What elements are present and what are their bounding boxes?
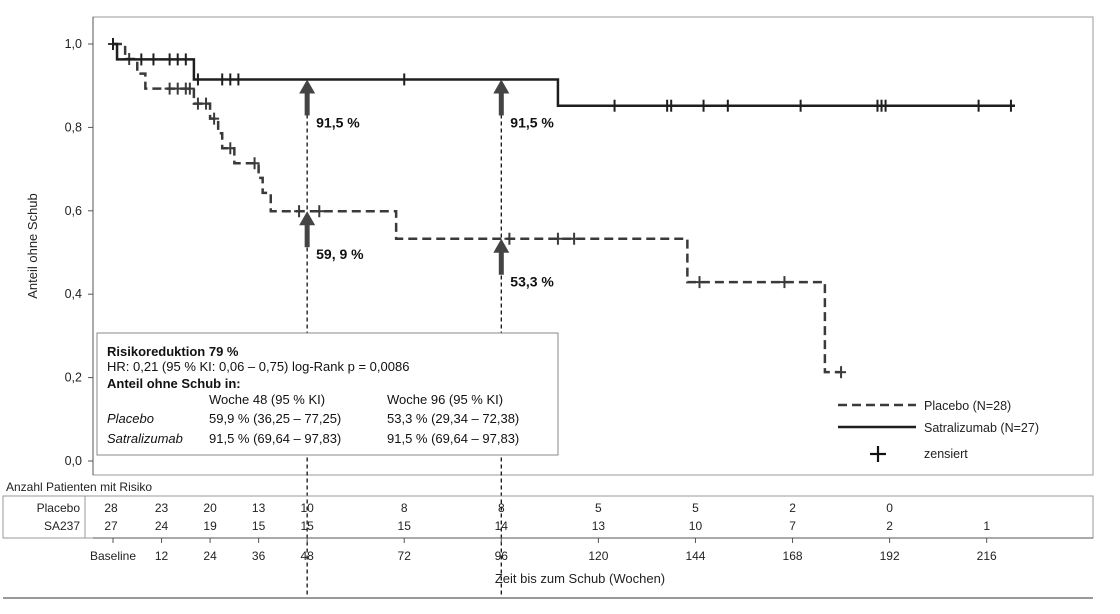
risk-table-row-label-placebo: Placebo (37, 501, 81, 515)
risk-table-cell: 1 (983, 519, 990, 533)
risk-table-cell: 5 (692, 501, 699, 515)
x-tick-label: 144 (685, 549, 705, 563)
censor-mark (779, 276, 790, 289)
censor-mark (314, 205, 325, 218)
x-tick-label: 24 (203, 549, 217, 563)
annotation-label: 91,5 % (510, 114, 554, 130)
risk-table-cell: 7 (789, 519, 796, 533)
info-box-cell: 91,5 % (69,64 – 97,83) (209, 431, 341, 446)
annotation-droplines (306, 79, 502, 596)
risk-table-cell: 23 (155, 501, 169, 515)
info-box-row-label: Placebo (107, 411, 154, 426)
censor-mark (201, 97, 212, 110)
risk-table-cell: 28 (104, 501, 118, 515)
y-tick-label: 0,4 (65, 287, 82, 301)
legend-label-censored: zensiert (924, 447, 968, 461)
risk-table-cell: 15 (398, 519, 412, 533)
annotation-arrow (493, 238, 510, 275)
info-box-subtitle: Anteil ohne Schub in: (107, 376, 241, 391)
x-tick-label: Baseline (90, 549, 136, 563)
risk-table-cells: 28 23 20 13 10 8 8 5 5 2 027 24 19 15 15 15 14 13 10 7 2 1 (104, 501, 990, 533)
risk-table-cell: 13 (592, 519, 606, 533)
info-box-title: Risikoreduktion 79 % (107, 344, 239, 359)
y-tick-label: 0,8 (65, 120, 82, 134)
y-tick-label: 0,0 (65, 454, 82, 468)
risk-table-cell: 0 (886, 501, 893, 515)
censor-mark (694, 276, 705, 289)
survival-series (108, 38, 1015, 379)
censor-mark (836, 366, 847, 379)
risk-table-cell: 24 (155, 519, 169, 533)
info-box-col-header-2: Woche 96 (95 % KI) (387, 392, 503, 407)
censor-mark (552, 232, 563, 245)
y-axis-label: Anteil ohne Schub (25, 193, 40, 299)
x-tick-label: 192 (880, 549, 900, 563)
series-line-placebo (113, 42, 842, 374)
censor-mark (294, 205, 305, 218)
risk-table-cell: 20 (203, 501, 217, 515)
risk-table-cell: 15 (252, 519, 266, 533)
x-axis-label: Zeit bis zum Schub (Wochen) (495, 571, 665, 586)
risk-table-cell: 15 (300, 519, 314, 533)
info-box-cell: 91,5 % (69,64 – 97,83) (387, 431, 519, 446)
risk-table-cell: 14 (495, 519, 509, 533)
risk-table-cell: 13 (252, 501, 266, 515)
risk-table-title: Anzahl Patienten mit Risiko (6, 480, 152, 494)
annotation-arrow (299, 79, 316, 116)
y-tick-label: 1,0 (65, 37, 82, 51)
risk-table-cell: 8 (401, 501, 408, 515)
x-tick-label: 12 (155, 549, 169, 563)
annotation-label: 53,3 % (510, 274, 554, 290)
annotation-arrow (493, 79, 510, 116)
info-box: Risikoreduktion 79 % HR: 0,21 (95 % KI: … (96, 332, 559, 456)
legend: Placebo (N=28) Satralizumab (N=27) zensi… (838, 399, 1039, 462)
x-tick-label: 48 (300, 549, 314, 563)
risk-table-row-label-sa237: SA237 (44, 519, 80, 533)
info-box-frame (96, 332, 559, 456)
censor-mark (225, 142, 236, 155)
x-tick-label: 72 (398, 549, 412, 563)
censor-mark (184, 82, 195, 95)
info-box-cell: 53,3 % (29,34 – 72,38) (387, 411, 519, 426)
x-tick-label: 96 (495, 549, 509, 563)
risk-table-cell: 5 (595, 501, 602, 515)
annotation-label: 59, 9 % (316, 246, 364, 262)
risk-table-cell: 2 (789, 501, 796, 515)
risk-table-cell: 27 (104, 519, 118, 533)
survival-annotations: 91,5 % 91,5 % 59, 9 % 53,3 % (299, 79, 554, 290)
risk-table-cell: 10 (689, 519, 703, 533)
x-tick-label: 36 (252, 549, 266, 563)
info-box-cell: 59,9 % (36,25 – 77,25) (209, 411, 341, 426)
info-box-hazard-ratio: HR: 0,21 (95 % KI: 0,06 – 0,75) log-Rank… (107, 359, 409, 374)
annotation-arrow (299, 211, 316, 248)
censor-mark (504, 232, 515, 245)
risk-table-cell: 2 (886, 519, 893, 533)
y-tick-label: 0,2 (65, 371, 82, 385)
risk-table-cell: 19 (203, 519, 217, 533)
legend-label-satralizumab: Satralizumab (N=27) (924, 421, 1039, 435)
risk-table-cell: 8 (498, 501, 505, 515)
y-axis-ticks: 0,0 0,2 0,4 0,6 0,8 1,0 (65, 37, 93, 468)
annotation-label: 91,5 % (316, 114, 360, 130)
censor-mark (209, 112, 220, 125)
censor-mark (249, 157, 260, 170)
censor-mark (569, 232, 580, 245)
risk-table-cell: 10 (300, 501, 314, 515)
y-tick-label: 0,6 (65, 204, 82, 218)
series-line-satralizumab (113, 42, 1015, 107)
x-tick-label: 168 (783, 549, 803, 563)
x-tick-label: 216 (977, 549, 997, 563)
info-box-col-header-1: Woche 48 (95 % KI) (209, 392, 325, 407)
info-box-row-label: Satralizumab (107, 431, 183, 446)
legend-label-placebo: Placebo (N=28) (924, 399, 1011, 413)
x-tick-label: 120 (588, 549, 608, 563)
x-axis-ticks: Baseline 12 24 36 48 72 96 120 144 168 192 216 (90, 538, 997, 563)
legend-swatch-censor (870, 446, 886, 462)
